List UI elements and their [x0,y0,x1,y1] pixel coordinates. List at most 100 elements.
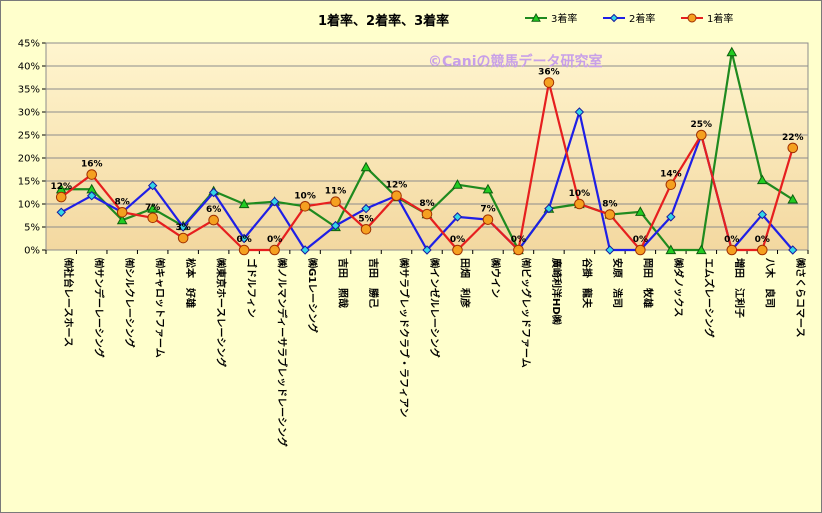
data-point [452,212,463,222]
y-tick-label: 30% [18,108,40,119]
data-point [695,244,707,255]
data-point [482,214,494,225]
data-point [116,214,128,225]
data-point [239,233,249,244]
data-point [269,196,280,207]
data-point [452,179,463,189]
data-point [635,206,646,216]
data-label: 3% [176,223,191,233]
legend: 3着率 2着率 1着率 [525,12,733,25]
category-label: 廣崎利洋HD㈱ [550,257,563,325]
category-label: ㈱東京ホースレーシング [215,258,228,367]
series-layer [55,46,799,256]
data-point [116,206,128,218]
data-point [665,179,677,190]
category-label: ㈱サラブレッドクラブ・ラフィアン [398,258,411,417]
data-label: 0% [755,235,770,245]
data-label: 8% [115,197,130,207]
data-point [788,245,798,255]
y-tick-label: 40% [18,62,40,73]
y-tick-label: 25% [18,131,40,142]
category-label: ゴドルフィン [245,258,258,318]
data-point [208,187,219,198]
y-tick-label: 15% [18,177,40,188]
data-point [86,169,98,180]
data-point [513,244,524,256]
data-label: 12% [50,182,72,192]
data-point [543,77,555,88]
category-label: 谷掛 龍夫 [580,258,593,309]
data-point [574,107,585,117]
data-labels: 12% 16% 8% 7% 3% 6% 0% 0% 10% 11% 5% 12% 8% 0% 7% 0% 36%… [50,68,803,245]
data-point [360,161,372,172]
y-tick-label: 0% [24,246,40,257]
data-point [56,207,66,217]
y-tick-label: 5% [24,223,40,234]
data-point [238,198,250,209]
category-label: ㈲社台レースホース [62,258,75,347]
data-point [666,212,676,222]
data-label: 25% [691,120,713,130]
data-label: 10% [294,191,316,201]
data-label: 7% [145,203,160,213]
chart-title: 1着率、2着率、3着率 [318,13,449,29]
category-label: ㈱G1レーシング [306,258,319,333]
data-point [300,245,310,255]
data-label: 10% [569,189,591,199]
data-label: 11% [325,187,347,197]
category-label: 吉田 照哉 [337,258,350,308]
data-label: 0% [511,235,526,245]
data-point [147,180,158,191]
category-label: 安原 浩司 [611,258,624,308]
data-point [178,222,188,232]
legend-marker [687,13,697,23]
y-tick-label: 20% [18,154,40,165]
data-point [421,208,433,220]
data-point [330,196,341,207]
category-label: エムズレーシング [702,258,715,338]
data-point [482,183,494,194]
data-point [208,214,219,226]
category-label: 増田 江利子 [733,258,746,318]
data-label: 16% [81,160,103,170]
legend-item: 1着率 [681,12,733,25]
category-label: ㈲キャロットファーム [154,258,167,358]
category-label: ㈱さくらコマース [794,258,807,338]
data-label: 0% [633,235,648,245]
data-label: 22% [782,133,804,143]
category-label: ㈲ビッグレッドファーム [519,258,532,368]
data-label: 7% [480,205,495,215]
data-point [574,198,585,210]
data-point [635,244,646,256]
data-label: 8% [419,199,434,209]
data-point [757,209,767,220]
data-point [147,212,158,224]
data-point [330,220,341,231]
data-label: 0% [236,235,251,245]
legend-item: 2着率 [603,12,655,25]
data-label: 12% [386,181,408,191]
category-labels: ㈲社台レースホース ㈲サンデーレーシング ㈲シルクレーシング ㈲キャロットファーム 松本… [62,257,807,447]
y-tick-labels: 0% 5% 10% 15% 20% 25% 30% 35% 40% 45% [18,39,40,257]
category-label: ㈱ダノックス [672,258,685,317]
data-point [787,142,799,154]
category-label: 吉田 勝己 [367,258,380,308]
category-label: ㈱ノルマンディーサラブレッドレーシング [276,258,289,447]
legend-marker [609,13,619,23]
series-3 [55,77,799,256]
legend-item: 3着率 [525,12,577,25]
watermark-text: ©Caniの競馬データ研究室 [428,53,603,70]
data-point [177,232,189,244]
category-label: ㈱インゼルレーシング [428,258,441,358]
data-point [726,244,738,256]
category-label: ㈲サンデーレーシング [93,258,106,358]
data-point [361,203,371,214]
data-label: 0% [724,235,739,245]
legend-label: 3着率 [551,12,577,25]
data-point [605,245,615,255]
data-point [452,244,463,256]
data-point [665,244,677,255]
data-label: 0% [450,235,465,245]
data-point [726,46,738,57]
